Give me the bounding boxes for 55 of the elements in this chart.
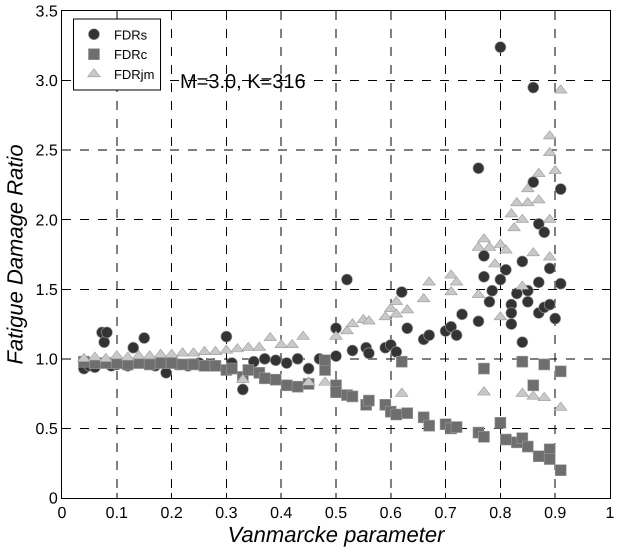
point	[346, 390, 358, 402]
x-tick-label: 0.1	[106, 505, 128, 522]
x-tick-label: 1	[606, 505, 615, 522]
point	[478, 430, 490, 443]
point	[494, 417, 506, 429]
y-tick-label: 1.5	[36, 282, 58, 299]
point	[280, 379, 292, 392]
point	[258, 372, 271, 384]
point	[500, 434, 512, 446]
x-tick-label: 0.9	[544, 505, 566, 522]
point	[522, 440, 534, 452]
point	[401, 407, 414, 419]
legend-label: FDRc	[114, 47, 148, 62]
point	[478, 362, 490, 374]
x-tick-label: 0.8	[489, 505, 512, 522]
point	[544, 453, 556, 465]
x-tick-label: 0.3	[215, 505, 238, 522]
x-tick-label: 0.2	[160, 505, 183, 522]
x-tick-label: 0.4	[270, 505, 292, 522]
point	[176, 358, 188, 370]
legend-label: FDRs	[114, 27, 148, 42]
point	[270, 374, 282, 386]
point	[188, 358, 200, 370]
point	[198, 360, 210, 372]
point	[554, 464, 566, 476]
point	[423, 420, 435, 432]
point	[144, 358, 156, 370]
y-axis-title: Fatigue Damage Ratio	[2, 144, 28, 365]
y-tick-label: 3.0	[36, 73, 58, 90]
x-tick-label: 0.5	[324, 505, 348, 522]
point	[532, 450, 545, 462]
x-tick-label: 0.7	[434, 505, 457, 522]
point	[242, 364, 254, 376]
point	[554, 366, 566, 378]
legend-label: FDRjm	[114, 67, 154, 82]
y-tick-label: 0.5	[36, 421, 58, 438]
point	[516, 356, 528, 368]
y-tick-label: 2.5	[36, 142, 58, 160]
point	[390, 408, 402, 420]
point	[450, 421, 462, 433]
y-tick-label: 3.5	[36, 4, 58, 21]
point	[226, 362, 238, 374]
y-tick-label: 0	[48, 490, 58, 508]
point	[330, 386, 342, 398]
point	[292, 380, 304, 392]
y-tick-label: 1.0	[36, 351, 58, 368]
x-tick-label: 0.6	[380, 505, 402, 522]
point	[210, 360, 222, 372]
point	[363, 394, 375, 406]
y-tick-label: 2.0	[36, 212, 58, 230]
point	[527, 379, 540, 392]
x-axis-title: Vanmarcke parameter	[228, 522, 446, 548]
point	[538, 358, 550, 370]
point	[319, 354, 331, 366]
point	[396, 356, 408, 368]
